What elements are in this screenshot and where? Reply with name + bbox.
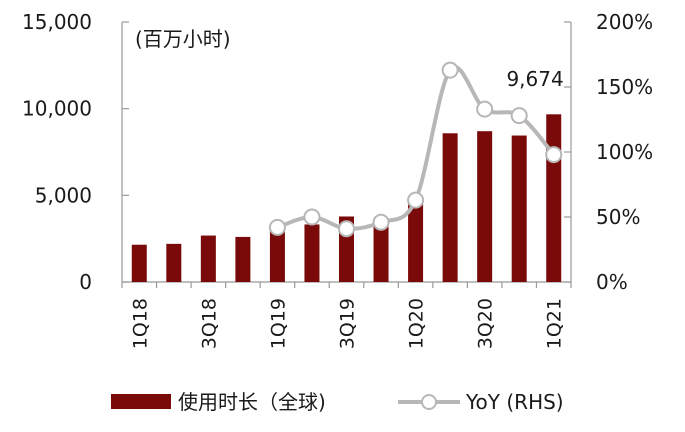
yoy-point-4Q20 (510, 107, 528, 125)
bar-4Q18 (235, 236, 251, 282)
right-tick-label: 150% (596, 75, 653, 99)
unit-label: (百万小时) (135, 27, 231, 51)
bar-series (131, 114, 562, 282)
bar-2Q19 (304, 224, 320, 282)
right-axis-ticks: 0% 50% 100% 150% 200% (564, 10, 653, 294)
bar-4Q19 (373, 219, 389, 282)
x-tick-label: 1Q21 (544, 298, 566, 349)
legend-bar-label: 使用时长（全球) (178, 390, 326, 414)
left-tick-label: 15,000 (22, 10, 92, 34)
yoy-point-3Q20 (476, 100, 494, 118)
legend-line-marker (421, 394, 437, 410)
bar-3Q18 (200, 235, 216, 282)
yoy-point-3Q19 (338, 220, 355, 238)
right-tick-label: 100% (596, 140, 653, 164)
x-axis-ticks: 1Q18 3Q18 1Q19 3Q19 1Q20 3Q20 1Q21 (121, 282, 572, 349)
x-tick-label: 1Q18 (129, 298, 151, 349)
bar-4Q20 (511, 135, 527, 282)
yoy-line (276, 65, 556, 231)
yoy-series (268, 61, 563, 238)
annotations: 9,674 (506, 67, 563, 91)
value-annotation: 9,674 (506, 67, 563, 91)
left-tick-label: 0 (79, 270, 92, 294)
bar-1Q20 (408, 201, 424, 282)
right-tick-label: 200% (596, 10, 653, 34)
yoy-point-1Q20 (407, 191, 425, 209)
bar-2Q20 (442, 133, 458, 282)
x-tick-label: 1Q19 (267, 298, 289, 349)
bar-2Q18 (166, 243, 182, 282)
yoy-point-1Q19 (268, 218, 286, 236)
yoy-point-2Q19 (303, 208, 321, 226)
yoy-point-1Q21 (545, 146, 563, 164)
x-tick-label: 3Q19 (337, 298, 359, 349)
yoy-point-2Q20 (441, 61, 459, 79)
bar-1Q19 (269, 229, 285, 282)
right-tick-label: 0% (596, 270, 628, 294)
bar-1Q21 (546, 114, 562, 282)
right-tick-label: 50% (596, 205, 640, 229)
left-axis-ticks: 0 5,000 10,000 15,000 (22, 10, 129, 294)
legend: 使用时长（全球) YoY (RHS) (111, 390, 564, 414)
bar-1Q18 (131, 244, 147, 282)
left-tick-label: 5,000 (35, 183, 92, 207)
x-tick-label: 3Q18 (198, 298, 220, 349)
bar-3Q20 (477, 131, 493, 282)
x-tick-label: 1Q20 (406, 298, 428, 349)
legend-bar-swatch (111, 394, 171, 409)
yoy-point-4Q19 (372, 213, 390, 231)
left-tick-label: 10,000 (22, 97, 92, 121)
legend-line-label: YoY (RHS) (465, 390, 564, 414)
x-tick-label: 3Q20 (475, 298, 497, 349)
